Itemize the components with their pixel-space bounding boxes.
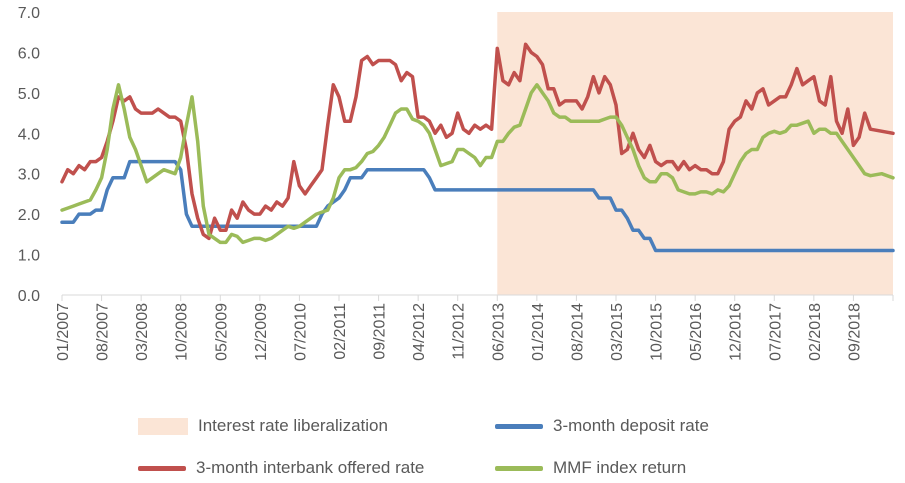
line-chart: 0.0 1.0 2.0 3.0 4.0 5.0 6.0 7.0 01/2007 08/2007 03… — [18, 5, 895, 361]
x-tick-label: 05/2009 — [213, 303, 230, 361]
x-tick-label: 07/2017 — [767, 303, 784, 361]
y-tick-label: 2.0 — [18, 207, 40, 224]
legend-label-mmf-return: MMF index return — [553, 458, 687, 477]
legend-swatch-mmf-return — [495, 465, 543, 471]
y-tick-label: 3.0 — [18, 167, 40, 184]
y-tick-label: 6.0 — [18, 45, 40, 62]
x-tick-label: 06/2013 — [490, 303, 507, 361]
x-tick-label: 09/2011 — [372, 303, 389, 360]
legend-item-liberalization: Interest rate liberalization — [138, 416, 388, 436]
y-tick-label: 0.0 — [18, 288, 40, 305]
x-tick-label: 03/2015 — [609, 303, 626, 361]
y-tick-label: 5.0 — [18, 86, 40, 103]
x-tick-label: 10/2008 — [174, 303, 191, 361]
x-tick-label: 02/2018 — [807, 303, 824, 361]
x-tick-label: 01/2014 — [530, 303, 547, 361]
legend-label-deposit-rate: 3-month deposit rate — [553, 416, 709, 435]
x-tick-label: 09/2018 — [846, 303, 863, 361]
y-tick-label: 4.0 — [18, 126, 40, 143]
y-tick-label: 1.0 — [18, 248, 40, 265]
series-line-0 — [60, 159, 895, 253]
legend-swatch-deposit-rate — [495, 423, 543, 429]
legend-item-mmf-return: MMF index return — [495, 458, 686, 478]
legend: Interest rate liberalization 3-month dep… — [0, 408, 905, 483]
shaded-region-liberalization — [497, 12, 893, 295]
legend-item-deposit-rate: 3-month deposit rate — [495, 416, 709, 436]
x-tick-label: 07/2010 — [292, 303, 309, 361]
x-tick-label: 02/2011 — [332, 303, 349, 360]
x-tick-label: 04/2012 — [411, 303, 428, 361]
x-tick-label: 11/2012 — [451, 303, 468, 360]
legend-swatch-liberalization — [138, 417, 188, 435]
legend-swatch-interbank-rate — [138, 465, 186, 471]
legend-label-liberalization: Interest rate liberalization — [198, 416, 388, 435]
x-tick-label: 03/2008 — [134, 303, 151, 361]
series-line-2 — [60, 83, 895, 245]
x-tick-label: 12/2009 — [253, 303, 270, 361]
x-tick-label: 08/2014 — [569, 303, 586, 361]
x-tick-label: 01/2007 — [55, 303, 72, 361]
x-tick-label: 08/2007 — [95, 303, 112, 361]
x-tick-label: 10/2015 — [649, 303, 666, 361]
legend-label-interbank-rate: 3-month interbank offered rate — [196, 458, 425, 477]
x-tick-label: 12/2016 — [728, 303, 745, 361]
series-line-1 — [60, 42, 895, 241]
legend-item-interbank-rate: 3-month interbank offered rate — [138, 458, 424, 478]
x-tick-label: 05/2016 — [688, 303, 705, 361]
y-tick-label: 7.0 — [18, 5, 40, 22]
